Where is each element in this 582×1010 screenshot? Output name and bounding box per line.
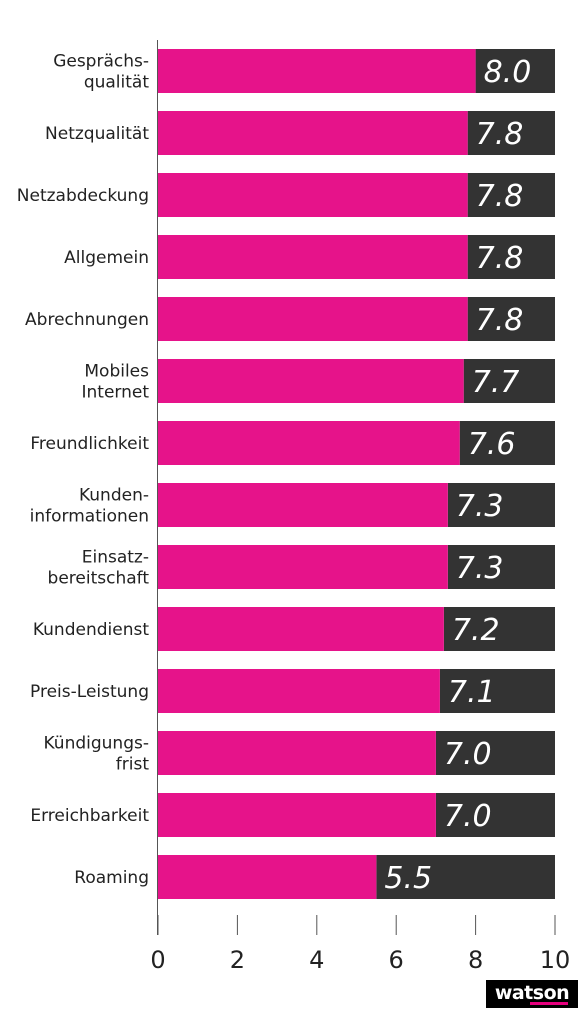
bar-value-label: 7.8 — [476, 117, 524, 152]
bar-remainder — [467, 235, 555, 279]
bar-value — [158, 111, 468, 155]
bar-value — [158, 297, 468, 341]
category-label-line: Netzqualität — [45, 124, 149, 144]
bar-value-label: 7.8 — [476, 241, 524, 276]
category-label-line: Kündigungs- — [44, 734, 150, 754]
category-label-line: Gesprächs- — [53, 52, 149, 72]
category-label-line: Einsatz- — [82, 548, 149, 568]
bar-value — [158, 855, 377, 899]
category-label: Gesprächs-qualität — [53, 52, 149, 93]
x-tick-label: 10 — [540, 946, 571, 974]
bar-value-label: 7.6 — [468, 427, 516, 462]
category-label-line: Freundlichkeit — [30, 434, 149, 454]
category-label-line: informationen — [30, 507, 149, 527]
category-label: Netzabdeckung — [17, 186, 149, 206]
bar-value-label: 7.7 — [472, 365, 520, 400]
category-label-line: bereitschaft — [48, 569, 150, 589]
x-tick-label: 6 — [389, 946, 404, 974]
bar-value-label: 7.8 — [476, 179, 524, 214]
category-label-line: Mobiles — [84, 362, 149, 382]
bar-value — [158, 731, 436, 775]
category-label-line: Abrechnungen — [25, 310, 149, 330]
category-label-line: Allgemein — [64, 248, 149, 268]
category-label-line: frist — [116, 755, 150, 775]
watson-logo: watson — [486, 980, 578, 1008]
category-label-line: Erreichbarkeit — [30, 806, 149, 826]
logo-underline — [530, 1002, 568, 1005]
bar-remainder — [447, 545, 555, 589]
bar-remainder — [435, 731, 555, 775]
bar-value — [158, 49, 476, 93]
x-tick-label: 4 — [309, 946, 324, 974]
bar-value — [158, 545, 448, 589]
bar-value-label: 7.1 — [448, 675, 496, 710]
bar-remainder — [447, 483, 555, 527]
bar-value — [158, 793, 436, 837]
category-label: Mobiles Internet — [81, 362, 149, 403]
category-label-line: Preis-Leistung — [30, 682, 149, 702]
x-tick-label: 2 — [230, 946, 245, 974]
x-tick-label: 8 — [468, 946, 483, 974]
bar-value-label: 7.2 — [452, 613, 500, 648]
bar-value-label: 7.3 — [456, 551, 504, 586]
category-label: Erreichbarkeit — [30, 806, 149, 826]
category-label: Freundlichkeit — [30, 434, 149, 454]
bar-value — [158, 669, 440, 713]
bar-value-label: 7.3 — [456, 489, 504, 524]
bar-value-label: 7.0 — [444, 737, 492, 772]
category-label: Kunden-informationen — [30, 486, 149, 527]
bar-value — [158, 173, 468, 217]
category-label-line: Kundendienst — [33, 620, 149, 640]
bar-remainder — [439, 669, 555, 713]
bar-remainder — [467, 297, 555, 341]
category-label-line: Netzabdeckung — [17, 186, 149, 206]
bar-remainder — [475, 49, 555, 93]
bar-value — [158, 483, 448, 527]
bar-remainder — [463, 359, 555, 403]
bar-remainder — [435, 793, 555, 837]
category-label: Einsatz-bereitschaft — [48, 548, 150, 589]
bar-value — [158, 235, 468, 279]
category-label-line: Roaming — [74, 868, 149, 888]
bar-value — [158, 359, 464, 403]
bar-remainder — [467, 111, 555, 155]
bar-value — [158, 607, 444, 651]
bar-remainder — [467, 173, 555, 217]
bar-value-label: 7.0 — [444, 799, 492, 834]
category-label: Abrechnungen — [25, 310, 149, 330]
category-label: Netzqualität — [45, 124, 149, 144]
category-label: Kündigungs-frist — [44, 734, 150, 775]
bar-value-label: 5.5 — [384, 861, 432, 896]
category-label-line: qualität — [84, 73, 150, 93]
bar-remainder — [459, 421, 555, 465]
bar-value — [158, 421, 460, 465]
category-label: Roaming — [74, 868, 149, 888]
category-label: Preis-Leistung — [30, 682, 149, 702]
bar-value-label: 7.8 — [476, 303, 524, 338]
bar-remainder — [376, 855, 555, 899]
category-label-line: Internet — [81, 383, 149, 403]
bar-value-label: 8.0 — [484, 55, 532, 90]
category-label: Kundendienst — [33, 620, 149, 640]
x-tick-label: 0 — [150, 946, 165, 974]
logo-text: watson — [494, 982, 570, 1004]
category-label: Allgemein — [64, 248, 149, 268]
bar-remainder — [443, 607, 555, 651]
category-label-line: Kunden- — [79, 486, 149, 506]
